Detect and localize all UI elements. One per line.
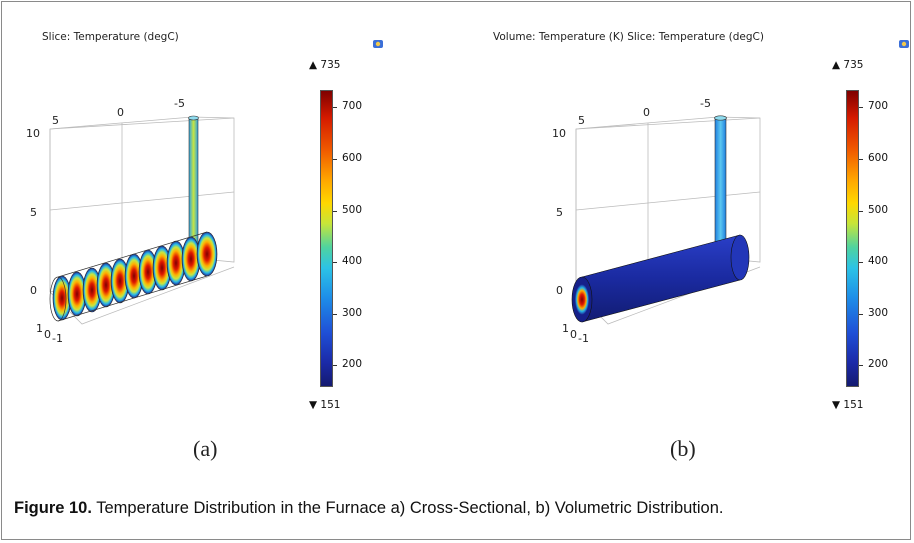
colorbar-tick-500: 500 bbox=[342, 204, 363, 216]
z-tick-0: 0 bbox=[556, 284, 563, 297]
z-tick-10: 10 bbox=[552, 127, 566, 140]
z-tick-5: 5 bbox=[556, 206, 563, 219]
x-tick-neg5: -5 bbox=[700, 97, 711, 110]
x-tick-0: 0 bbox=[643, 106, 650, 119]
colorbar-tick-600: 600 bbox=[342, 152, 363, 164]
subfigure-label-a: (a) bbox=[193, 436, 218, 461]
camera-icon[interactable] bbox=[372, 39, 384, 49]
x-tick-5: 5 bbox=[578, 114, 585, 127]
caption-text: Temperature Distribution in the Furnace … bbox=[91, 499, 724, 517]
colorbar-min-a: ▼ 151 bbox=[309, 399, 341, 411]
pipe-b bbox=[714, 117, 727, 249]
colorbar-max-a: ▲ 735 bbox=[309, 59, 341, 71]
plot-3d-b[interactable]: 5 0 -5 10 5 0 1 0 -1 bbox=[458, 2, 778, 362]
colorbar-tick-300: 300 bbox=[868, 307, 889, 319]
y-tick-1: 1 bbox=[36, 322, 43, 335]
y-tick-neg1: -1 bbox=[578, 332, 589, 345]
z-tick-10: 10 bbox=[26, 127, 40, 140]
colorbar-tick-700: 700 bbox=[868, 100, 889, 112]
panel-a: Slice: Temperature (degC) bbox=[2, 2, 458, 461]
z-tick-0: 0 bbox=[30, 284, 37, 297]
colorbar-tick-200: 200 bbox=[868, 358, 889, 370]
x-tick-5: 5 bbox=[52, 114, 59, 127]
colorbar-max-b: ▲ 735 bbox=[832, 59, 864, 71]
plot-title-b: Volume: Temperature (K) Slice: Temperatu… bbox=[493, 31, 764, 43]
plot-title-a: Slice: Temperature (degC) bbox=[42, 31, 179, 43]
camera-icon[interactable] bbox=[898, 39, 910, 49]
z-tick-5: 5 bbox=[30, 206, 37, 219]
y-tick-0: 0 bbox=[44, 328, 51, 341]
colorbar-tick-400: 400 bbox=[868, 255, 889, 267]
subfigure-label-b: (b) bbox=[670, 436, 696, 461]
colorbar-tick-400: 400 bbox=[342, 255, 363, 267]
colorbar-tick-300: 300 bbox=[342, 307, 363, 319]
x-tick-0: 0 bbox=[117, 106, 124, 119]
colorbar-tick-700: 700 bbox=[342, 100, 363, 112]
hot-core-b bbox=[575, 284, 589, 315]
colorbar-tick-600: 600 bbox=[868, 152, 889, 164]
y-tick-neg1: -1 bbox=[52, 332, 63, 345]
x-tick-neg5: -5 bbox=[174, 97, 185, 110]
colorbar-tick-500: 500 bbox=[868, 204, 889, 216]
colorbar-tick-200: 200 bbox=[342, 358, 363, 370]
colorbar-b bbox=[846, 90, 859, 387]
cylinder-body-b bbox=[581, 234, 741, 323]
plot-3d-a[interactable]: 5 0 -5 10 5 0 1 0 -1 bbox=[2, 2, 302, 362]
slice-rings-a bbox=[52, 231, 218, 321]
figure-caption: Figure 10. Temperature Distribution in t… bbox=[14, 499, 724, 518]
y-tick-1: 1 bbox=[562, 322, 569, 335]
colorbar-min-b: ▼ 151 bbox=[832, 399, 864, 411]
pipe-a bbox=[188, 117, 199, 247]
colorbar-a bbox=[320, 90, 333, 387]
panel-b: Volume: Temperature (K) Slice: Temperatu… bbox=[458, 2, 914, 461]
figure-number: Figure 10. bbox=[14, 499, 92, 517]
y-tick-0: 0 bbox=[570, 328, 577, 341]
